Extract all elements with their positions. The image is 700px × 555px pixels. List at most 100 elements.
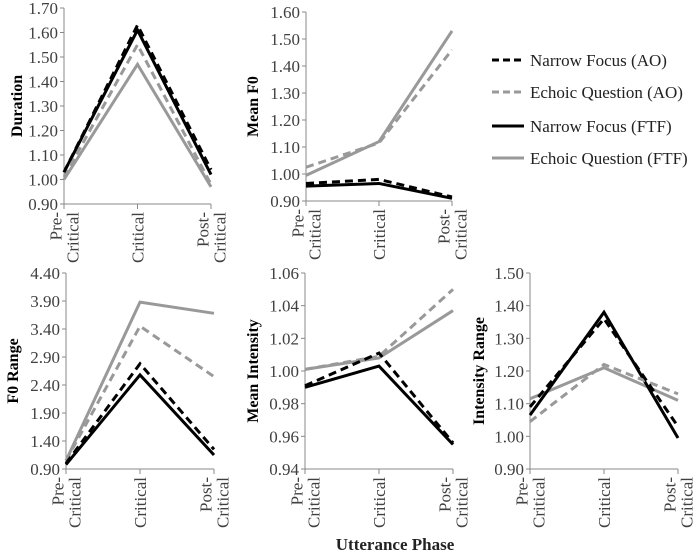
y-tick-label: 0.96: [269, 427, 299, 446]
y-axis-title: Mean F0: [245, 76, 262, 137]
x-tick-label: Critical: [129, 212, 148, 263]
y-axis-title: Duration: [9, 75, 26, 137]
panel-f0-range: 0.901.401.902.402.903.403.904.40Pre-Crit…: [5, 264, 233, 528]
x-tick-label: Critical: [305, 477, 324, 528]
x-tick-label: Critical: [64, 212, 83, 263]
series-line-echoic-question-ftf: [64, 300, 215, 462]
x-axis-title: Utterance Phase: [336, 535, 455, 554]
legend-item: Narrow Focus (AO): [492, 51, 667, 70]
y-tick-label: 1.50: [494, 264, 524, 283]
y-tick-label: 1.20: [494, 362, 524, 381]
y-tick-label: 1.00: [269, 362, 299, 381]
y-tick-label: 3.40: [30, 320, 60, 339]
x-tick-label: Critical: [370, 209, 389, 260]
x-tick-label: Pre-: [49, 477, 68, 506]
legend-item: Echoic Question (AO): [492, 83, 683, 102]
x-tick-label: Pre-: [513, 477, 532, 506]
y-tick-label: 0.98: [269, 395, 299, 414]
y-tick-label: 1.04: [269, 297, 299, 316]
y-tick-label: 1.00: [494, 427, 524, 446]
series-line-echoic-question-ao: [305, 48, 454, 169]
series-line-echoic-question-ftf: [62, 61, 213, 188]
x-tick-label: Critical: [66, 477, 85, 528]
y-tick-label: 1.02: [269, 329, 299, 348]
x-tick-label: Pre-: [289, 209, 308, 238]
x-tick-label: Critical: [370, 477, 389, 528]
y-tick-label: 1.50: [270, 30, 300, 49]
x-tick-label: Pre-: [47, 212, 66, 241]
legend-label: Echoic Question (FTF): [530, 149, 688, 168]
series-line-echoic-question-ao: [529, 362, 679, 423]
series-line-narrow-focus-ftf: [64, 372, 216, 466]
y-tick-label: 1.20: [28, 122, 58, 141]
y-axis-title: F0 Range: [5, 338, 22, 403]
legend-label: Narrow Focus (FTF): [530, 117, 672, 136]
series-line-narrow-focus-ao: [305, 177, 453, 199]
y-tick-label: 0.94: [269, 460, 299, 479]
y-tick-label: 0.90: [270, 192, 300, 211]
x-tick-label: Critical: [211, 212, 230, 263]
y-tick-label: 1.30: [28, 97, 58, 116]
y-tick-label: 1.00: [270, 165, 300, 184]
y-tick-label: 1.60: [28, 24, 58, 43]
x-tick-label: Post-: [197, 477, 216, 512]
panel-mean-f0: 0.901.001.101.201.301.401.501.60Pre-Crit…: [245, 3, 471, 260]
x-tick-label: Post-: [194, 212, 213, 247]
x-tick-label: Critical: [678, 477, 697, 528]
series-line-narrow-focus-ftf: [305, 181, 453, 200]
x-tick-label: Critical: [452, 209, 471, 260]
legend: Narrow Focus (AO) Echoic Question (AO) Nar…: [492, 51, 688, 168]
legend-label: Narrow Focus (AO): [530, 51, 667, 70]
legend-label: Echoic Question (AO): [530, 83, 683, 102]
panel-intensity-range: 0.901.001.101.201.301.401.50Pre-Critical…: [471, 264, 697, 528]
x-tick-label: Critical: [453, 477, 472, 528]
series-line-echoic-question-ftf: [304, 309, 454, 371]
x-tick-label: Pre-: [288, 477, 307, 506]
y-tick-label: 0.90: [494, 460, 524, 479]
x-tick-label: Critical: [306, 209, 325, 260]
y-tick-label: 4.40: [30, 264, 60, 283]
y-tick-label: 3.90: [30, 292, 60, 311]
y-tick-label: 1.06: [269, 264, 299, 283]
y-tick-label: 1.40: [28, 73, 58, 92]
y-tick-label: 0.90: [30, 460, 60, 479]
y-tick-label: 1.60: [270, 3, 300, 22]
x-tick-label: Critical: [214, 477, 233, 528]
legend-item: Echoic Question (FTF): [492, 149, 688, 168]
x-tick-label: Critical: [595, 477, 614, 528]
series-line-narrow-focus-ao: [62, 21, 213, 173]
y-tick-label: 1.30: [494, 329, 524, 348]
x-tick-label: Critical: [131, 477, 150, 528]
y-tick-label: 2.40: [30, 376, 60, 395]
panel-duration: 0.90 1.00 1.10 1.20 1.30 1.40 1.50 1.60 1.70 Pre-…: [9, 0, 230, 263]
y-tick-label: 1.10: [494, 395, 524, 414]
series-line-narrow-focus-ftf: [528, 309, 680, 439]
y-tick-label: 2.90: [30, 348, 60, 367]
y-tick-label: 1.70: [28, 0, 58, 18]
y-tick-label: 1.10: [28, 146, 58, 165]
x-tick-label: Critical: [530, 477, 549, 528]
y-axis-title: Mean Intensity: [245, 319, 262, 423]
x-tick-label: Post-: [661, 477, 680, 512]
panel-mean-intensity: 0.940.960.981.001.021.041.06Pre-Critical…: [245, 264, 472, 528]
y-tick-label: 1.50: [28, 48, 58, 67]
y-tick-label: 1.40: [270, 57, 300, 76]
y-tick-label: 1.20: [270, 111, 300, 130]
y-axis-title: Intensity Range: [471, 317, 488, 425]
y-tick-label: 1.40: [30, 432, 60, 451]
y-tick-label: 1.00: [28, 171, 58, 190]
y-tick-label: 0.90: [28, 195, 58, 214]
y-tick-label: 1.10: [270, 138, 300, 157]
legend-item: Narrow Focus (FTF): [492, 117, 672, 136]
series-line-echoic-question-ao: [64, 324, 215, 462]
series-line-echoic-question-ftf: [305, 30, 454, 177]
x-tick-label: Post-: [436, 477, 455, 512]
y-tick-label: 1.30: [270, 84, 300, 103]
y-tick-label: 1.90: [30, 404, 60, 423]
series-line-narrow-focus-ftf: [304, 364, 455, 446]
series-line-narrow-focus-ao: [304, 351, 455, 444]
y-tick-label: 1.40: [494, 297, 524, 316]
series-line-narrow-focus-ao: [528, 316, 680, 428]
series-line-narrow-focus-ao: [64, 361, 216, 465]
